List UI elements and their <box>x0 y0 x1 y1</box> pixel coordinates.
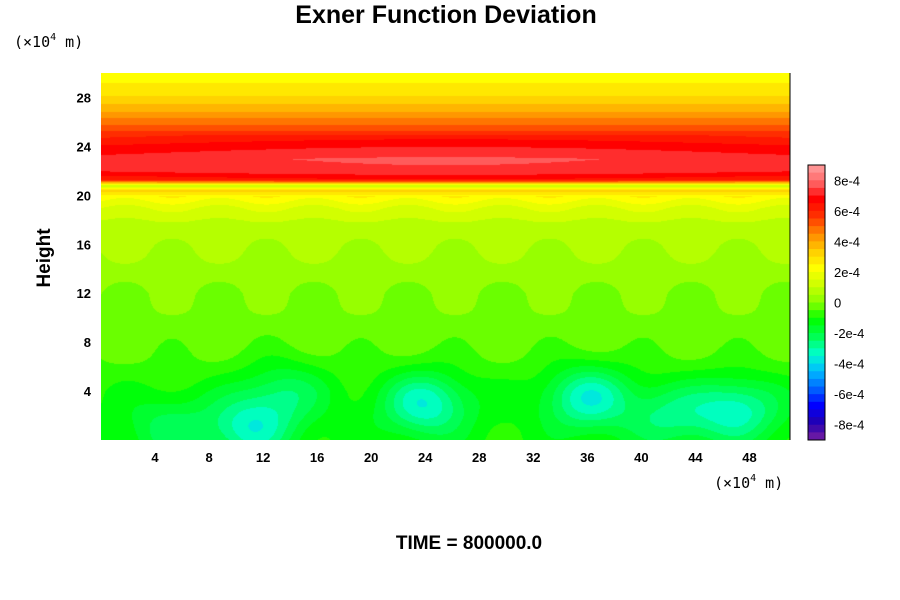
colorbar-frame <box>807 164 826 441</box>
colorbar-band <box>808 363 825 372</box>
colorbar-band <box>808 172 825 181</box>
colorbar: 8e-4 6e-4 4e-4 2e-4 0 -2e-4 -4e-4 -6e-4 -8e-4 <box>807 164 864 441</box>
colorbar-band <box>808 180 825 189</box>
colorbar-band <box>808 294 825 303</box>
x-tick-label: 8 <box>205 450 212 465</box>
colorbar-band <box>808 401 825 410</box>
x-tick-label: 12 <box>256 450 270 465</box>
x-tick-label: 20 <box>364 450 378 465</box>
y-tick-label: 8 <box>84 335 91 350</box>
x-tick-label: 40 <box>634 450 648 465</box>
colorbar-band <box>808 203 825 212</box>
colorbar-tick-label: 2e-4 <box>834 265 860 280</box>
colorbar-tick-label: 4e-4 <box>834 234 860 249</box>
x-tick-label: 32 <box>526 450 540 465</box>
colorbar-band <box>808 409 825 418</box>
colorbar-band <box>808 226 825 235</box>
colorbar-band <box>808 264 825 273</box>
colorbar-tick-label: -6e-4 <box>834 387 864 402</box>
colorbar-band <box>808 371 825 380</box>
y-unit-label: (×104 m) <box>14 32 83 51</box>
x-tick-label: 44 <box>688 450 703 465</box>
colorbar-band <box>808 210 825 219</box>
colorbar-band <box>808 417 825 426</box>
colorbar-band <box>808 233 825 242</box>
colorbar-band <box>808 271 825 281</box>
x-tick-label: 36 <box>580 450 594 465</box>
x-tick-label: 48 <box>742 450 756 465</box>
colorbar-band <box>808 249 825 258</box>
y-tick-label: 4 <box>84 384 92 399</box>
colorbar-band <box>808 187 825 197</box>
x-tick-label: 16 <box>310 450 324 465</box>
colorbar-band <box>808 394 825 403</box>
colorbar-band <box>808 310 825 319</box>
colorbar-tick-label: -8e-4 <box>834 418 864 433</box>
y-tick-label: 24 <box>77 139 92 154</box>
y-tick-label: 20 <box>77 188 91 203</box>
colorbar-band <box>808 279 825 288</box>
colorbar-band <box>808 317 825 326</box>
x-tick-label: 28 <box>472 450 486 465</box>
x-unit-label: (×104 m) <box>714 473 783 492</box>
y-axis-ticks: 4 8 12 16 20 24 28 <box>77 90 92 399</box>
x-axis-ticks: 4 8 12 16 20 24 28 32 36 40 44 48 <box>151 450 756 465</box>
colorbar-band <box>808 333 825 342</box>
colorbar-tick-label: -4e-4 <box>834 357 864 372</box>
heatmap-plot-area <box>101 73 791 440</box>
y-tick-label: 16 <box>77 237 91 252</box>
colorbar-tick-label: -2e-4 <box>834 326 864 341</box>
x-tick-label: 24 <box>418 450 433 465</box>
colorbar-band <box>808 432 825 441</box>
colorbar-band <box>808 241 825 250</box>
colorbar-band <box>808 256 825 265</box>
colorbar-band <box>808 325 825 334</box>
colorbar-band <box>808 302 825 311</box>
colorbar-band <box>808 340 825 349</box>
colorbar-band <box>808 424 825 433</box>
y-tick-label: 12 <box>77 286 91 301</box>
colorbar-tick-label: 0 <box>834 296 841 311</box>
y-axis-label: Height <box>34 228 55 288</box>
colorbar-band <box>808 165 825 174</box>
colorbar-band <box>808 218 825 227</box>
y-tick-label: 28 <box>77 90 91 105</box>
x-tick-label: 4 <box>151 450 159 465</box>
time-label: TIME = 800000.0 <box>396 533 542 554</box>
colorbar-band <box>808 386 825 395</box>
colorbar-band <box>808 348 825 357</box>
colorbar-band <box>808 378 825 388</box>
colorbar-tick-label: 6e-4 <box>834 204 860 219</box>
colorbar-band <box>808 195 825 204</box>
heatmap-field <box>101 73 790 440</box>
colorbar-band <box>808 287 825 296</box>
chart-title: Exner Function Deviation <box>295 1 596 29</box>
colorbar-band <box>808 355 825 365</box>
colorbar-tick-label: 8e-4 <box>834 173 860 188</box>
